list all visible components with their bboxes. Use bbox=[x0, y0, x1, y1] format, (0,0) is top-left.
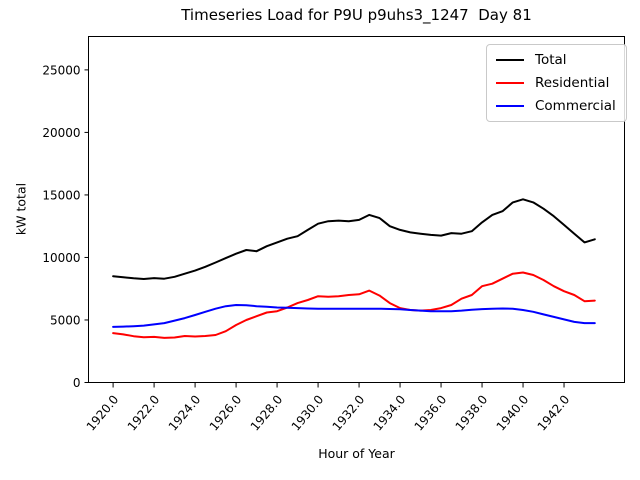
x-tick-label: 1936.0 bbox=[412, 392, 450, 433]
legend-label-total: Total bbox=[535, 52, 567, 68]
x-tick-label: 1920.0 bbox=[84, 392, 122, 433]
x-tick-label: 1924.0 bbox=[166, 392, 204, 433]
legend-label-residential: Residential bbox=[535, 75, 610, 91]
x-tick-label: 1928.0 bbox=[248, 392, 286, 433]
legend-item-total: Total bbox=[496, 52, 616, 68]
series-residential-line bbox=[112, 271, 596, 339]
legend-label-commercial: Commercial bbox=[535, 98, 616, 114]
y-tick-label: 25000 bbox=[42, 63, 80, 77]
residential-line-sample-icon bbox=[496, 82, 524, 84]
x-tick-label: 1940.0 bbox=[494, 392, 532, 433]
x-tick-label: 1934.0 bbox=[371, 392, 409, 433]
x-tick-label: 1926.0 bbox=[207, 392, 245, 433]
x-tick-label: 1930.0 bbox=[289, 392, 327, 433]
plot-border bbox=[88, 36, 625, 383]
x-axis-label: Hour of Year bbox=[318, 446, 395, 461]
x-tick-label: 1942.0 bbox=[535, 392, 573, 433]
legend-item-commercial: Commercial bbox=[496, 98, 616, 114]
total-line-sample-icon bbox=[496, 59, 524, 61]
x-tick-label: 1938.0 bbox=[453, 392, 491, 433]
legend: Total Residential Commercial bbox=[486, 44, 627, 122]
series-total-line bbox=[112, 198, 596, 280]
x-tick-label: 1932.0 bbox=[330, 392, 368, 433]
commercial-line-sample-icon bbox=[496, 105, 524, 107]
y-tick-label: 0 bbox=[73, 376, 81, 390]
x-tick-label: 1922.0 bbox=[125, 392, 163, 433]
y-tick-label: 10000 bbox=[42, 251, 80, 265]
legend-item-residential: Residential bbox=[496, 75, 616, 91]
series-commercial-line bbox=[112, 304, 596, 328]
chart-title: Timeseries Load for P9U p9uhs3_1247 Day … bbox=[181, 6, 532, 24]
y-tick-label: 20000 bbox=[42, 126, 80, 140]
y-tick-label: 15000 bbox=[42, 188, 80, 202]
y-tick-label: 5000 bbox=[50, 313, 81, 327]
